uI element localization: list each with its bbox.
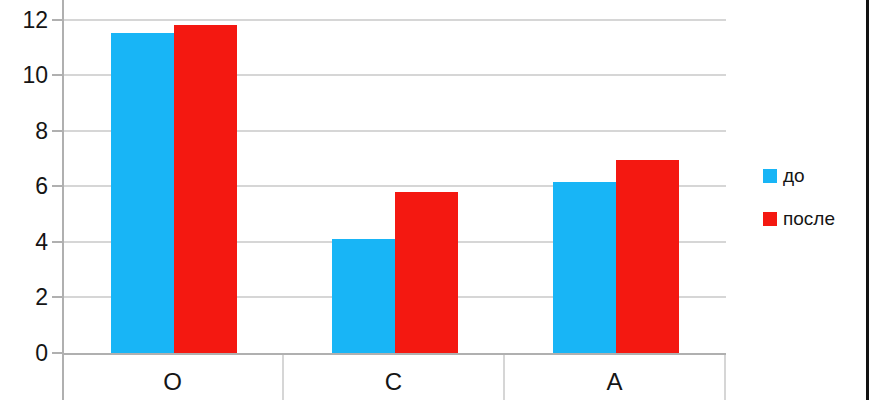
y-axis-tick-label: 2	[0, 283, 48, 311]
category-label: С	[385, 368, 402, 396]
screenshot-right-border	[866, 0, 869, 400]
category-label: О	[163, 368, 182, 396]
bar-до-О	[111, 33, 174, 352]
bar-после-О	[174, 25, 237, 352]
legend-swatch-icon	[763, 212, 777, 226]
plot-area	[63, 0, 726, 400]
legend-item-до: до	[763, 162, 835, 189]
legend-swatch-icon	[763, 169, 777, 183]
y-axis-tick-label: 8	[0, 117, 48, 145]
bar-после-А	[616, 160, 679, 353]
bar-после-С	[395, 192, 458, 353]
legend-item-после: после	[763, 205, 835, 232]
category-cell: С	[284, 355, 505, 400]
y-axis-tick-label: 6	[0, 172, 48, 200]
x-axis-category-band: ОСА	[63, 353, 726, 400]
bar-chart-canvas: 0 2 4 6 8 10 12 О С А до после	[0, 0, 870, 400]
y-axis-tick-label: 12	[0, 6, 48, 34]
gridline	[63, 19, 726, 21]
category-cell: А	[505, 355, 726, 400]
y-axis-tick-label: 10	[0, 61, 48, 89]
legend: до после	[763, 162, 835, 232]
legend-label: до	[783, 165, 805, 187]
category-cell: О	[63, 355, 284, 400]
y-axis-tick-label: 4	[0, 228, 48, 256]
category-label: А	[606, 368, 622, 396]
bar-до-А	[553, 182, 616, 353]
legend-label: после	[783, 208, 835, 230]
y-axis-tick-label: 0	[0, 339, 48, 367]
bar-до-С	[332, 239, 395, 353]
y-axis-line	[62, 0, 64, 400]
